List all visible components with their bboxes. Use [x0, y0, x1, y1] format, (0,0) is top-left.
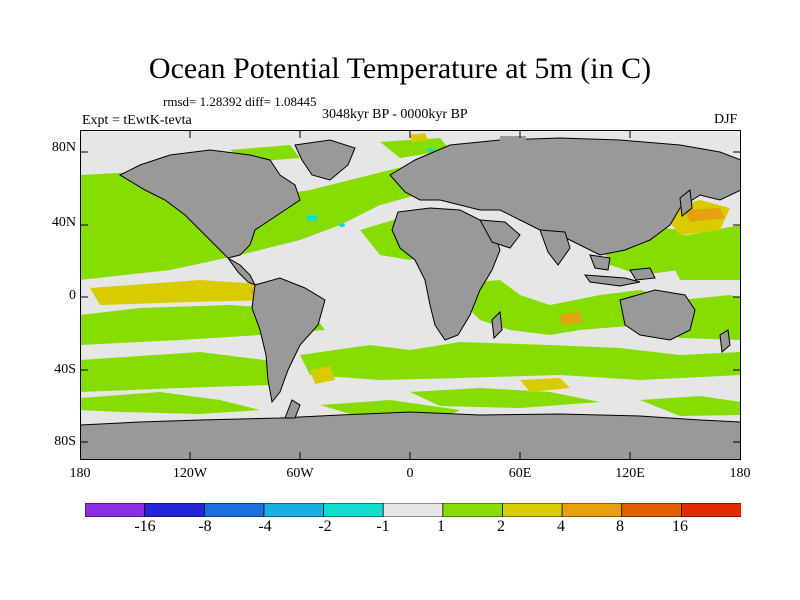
colorbar-swatch	[442, 502, 504, 518]
colorbar-swatch	[382, 502, 444, 518]
colorbar-swatch	[323, 502, 385, 518]
colorbar-label: 8	[616, 518, 624, 535]
colorbar-label: -2	[318, 518, 332, 535]
colorbar-label: -4	[258, 518, 272, 535]
map-panel	[79, 130, 742, 461]
lat-label-80n: 80N	[51, 140, 76, 155]
land-masses	[79, 137, 742, 461]
experiment-label: Expt = tEwtK-tevta	[82, 113, 192, 128]
colorbar-swatch	[263, 502, 325, 518]
lat-label-0: 0	[69, 288, 76, 303]
colorbar-swatch	[621, 502, 683, 518]
lon-label-180e: 180	[729, 466, 751, 481]
lat-label-80s: 80S	[54, 434, 76, 449]
colorbar-swatch	[502, 502, 563, 518]
map-title: Ocean Potential Temperature at 5m (in C)	[148, 52, 652, 85]
lon-label-120e: 120E	[615, 466, 645, 481]
colorbar	[84, 502, 742, 522]
colorbar-label: -1	[376, 518, 390, 535]
colorbar-swatch	[84, 502, 146, 518]
arctic-land-patch	[500, 136, 526, 144]
lon-label-60e: 60E	[508, 466, 532, 481]
colorbar-swatch	[144, 502, 206, 518]
colorbar-label: -8	[198, 518, 212, 535]
colorbar-label: 4	[557, 518, 565, 535]
lat-label-40n: 40N	[51, 215, 76, 230]
colorbar-label: 2	[497, 518, 505, 535]
colorbar-swatches	[84, 502, 742, 518]
season-label: DJF	[714, 112, 738, 127]
colorbar-swatch	[203, 502, 265, 518]
colorbar-label: -16	[134, 518, 156, 535]
colorbar-label: 1	[437, 518, 445, 535]
lat-label-40s: 40S	[54, 362, 76, 377]
world-map	[79, 130, 742, 461]
colorbar-swatch	[680, 502, 742, 518]
stats-text: rmsd= 1.28392 diff= 1.08445	[163, 94, 317, 109]
period-text: 3048kyr BP - 0000kyr BP	[322, 107, 468, 122]
map-ticks	[80, 130, 741, 460]
lon-label-0: 0	[406, 466, 414, 481]
lon-label-180w: 180	[69, 466, 91, 481]
colorbar-swatch	[561, 502, 623, 518]
lon-label-120w: 120W	[172, 466, 208, 481]
colorbar-label: 16	[672, 518, 688, 535]
lon-label-60w: 60W	[286, 466, 314, 481]
